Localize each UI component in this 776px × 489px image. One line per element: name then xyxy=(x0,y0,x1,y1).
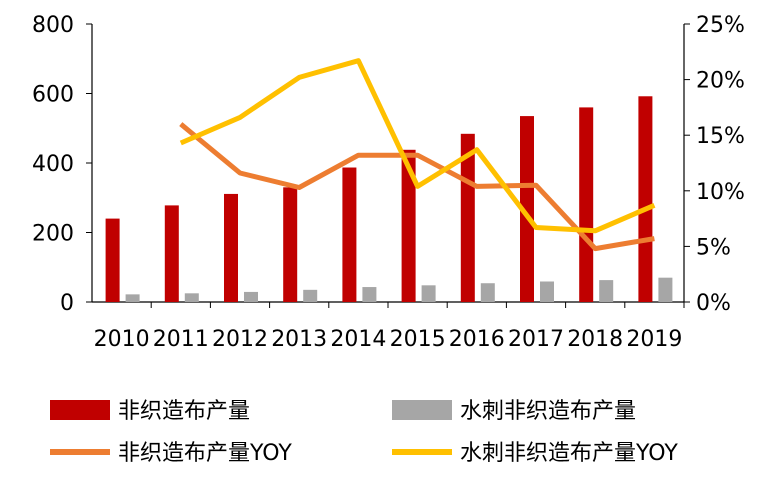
bar-nonwoven xyxy=(638,96,653,302)
x-tick-label: 2010 xyxy=(94,327,150,352)
legend-swatch xyxy=(50,400,110,420)
legend-item-nonwoven: 非织造布产量 xyxy=(50,399,250,424)
x-tick-label: 2011 xyxy=(153,327,209,352)
left-tick-label: 600 xyxy=(32,83,74,108)
x-tick-label: 2012 xyxy=(212,327,268,352)
bars-group xyxy=(105,96,673,303)
bar-spunlace xyxy=(599,280,614,302)
bar-spunlace xyxy=(480,283,495,302)
x-tick-label: 2013 xyxy=(271,327,327,352)
bar-nonwoven xyxy=(460,133,475,302)
bar-spunlace xyxy=(658,277,673,302)
right-tick-label: 25% xyxy=(696,13,745,38)
legend-label: 非织造布产量 xyxy=(118,399,250,424)
x-tick-label: 2018 xyxy=(567,327,623,352)
bar-nonwoven xyxy=(224,193,238,302)
right-tick-label: 5% xyxy=(696,235,731,260)
left-tick-label: 800 xyxy=(32,13,74,38)
x-tick-label: 2015 xyxy=(390,327,446,352)
bar-spunlace xyxy=(125,294,140,302)
lines-group xyxy=(179,58,656,252)
right-tick-label: 10% xyxy=(696,180,745,205)
bar-spunlace xyxy=(184,293,199,302)
bar-nonwoven xyxy=(520,116,534,303)
line-spunlace-yoy xyxy=(179,58,656,234)
bar-nonwoven xyxy=(105,218,120,302)
right-tick-label: 0% xyxy=(696,291,731,316)
legend-swatch xyxy=(392,400,452,420)
bar-spunlace xyxy=(540,281,554,302)
x-tick-label: 2016 xyxy=(449,327,505,352)
bar-spunlace xyxy=(244,291,258,302)
left-tick-label: 400 xyxy=(32,152,74,177)
bar-nonwoven xyxy=(164,205,179,302)
bar-spunlace xyxy=(421,285,436,302)
bar-nonwoven xyxy=(579,107,594,303)
legend-label: 非织造布产量YOY xyxy=(118,441,292,466)
left-tick-label: 0 xyxy=(60,291,74,316)
legend-label: 水刺非织造布产量YOY xyxy=(460,441,678,466)
right-tick-label: 15% xyxy=(696,124,745,149)
bar-spunlace xyxy=(303,289,318,302)
bar-spunlace xyxy=(362,287,377,302)
legend-item-spunlace-yoy: 水刺非织造布产量YOY xyxy=(392,441,678,466)
right-tick-label: 20% xyxy=(696,69,745,94)
legend-label: 水刺非织造布产量 xyxy=(460,399,636,424)
bar-nonwoven xyxy=(342,167,357,302)
left-tick-label: 200 xyxy=(32,222,74,247)
x-tick-label: 2017 xyxy=(508,327,564,352)
legend-item-spunlace: 水刺非织造布产量 xyxy=(392,399,636,424)
legend-item-nonwoven-yoy: 非织造布产量YOY xyxy=(50,441,292,466)
bar-nonwoven xyxy=(283,187,298,302)
x-tick-label: 2019 xyxy=(626,327,682,352)
x-tick-label: 2014 xyxy=(330,327,386,352)
bar-nonwoven xyxy=(401,149,416,302)
